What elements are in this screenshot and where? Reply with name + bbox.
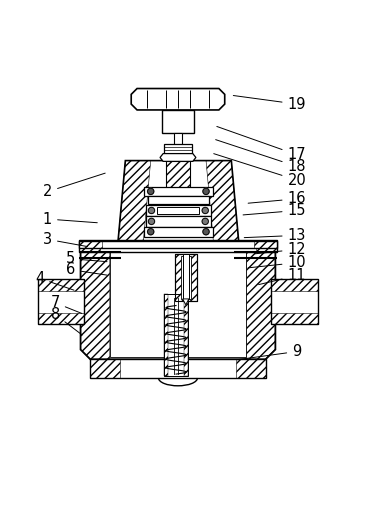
Circle shape [203, 188, 209, 195]
Circle shape [202, 218, 208, 224]
Bar [183, 254, 189, 299]
Text: 8: 8 [50, 307, 82, 335]
Bar [164, 294, 168, 376]
Text: 16: 16 [248, 191, 306, 206]
Text: 12: 12 [255, 242, 306, 257]
Text: 20: 20 [214, 154, 306, 188]
Text: 7: 7 [50, 295, 82, 313]
Bar [38, 280, 84, 324]
Text: 17: 17 [217, 126, 306, 162]
Bar [166, 160, 190, 188]
Text: 6: 6 [66, 262, 107, 277]
Bar [38, 280, 84, 291]
Bar [271, 313, 318, 324]
Bar [90, 359, 265, 378]
Text: 15: 15 [243, 203, 306, 218]
Circle shape [148, 207, 154, 214]
Bar [157, 207, 199, 214]
Polygon shape [183, 299, 189, 305]
Bar [164, 294, 188, 376]
Text: 2: 2 [43, 173, 105, 199]
Text: 1: 1 [43, 212, 97, 227]
Bar [175, 254, 197, 301]
Bar [254, 241, 277, 248]
Bar [166, 160, 190, 188]
Bar [145, 205, 211, 216]
Text: 3: 3 [43, 232, 88, 247]
Bar [147, 196, 209, 204]
Text: 5: 5 [66, 251, 107, 266]
Circle shape [147, 229, 154, 235]
Text: 18: 18 [216, 140, 306, 174]
Text: 9: 9 [237, 344, 301, 360]
Bar [79, 241, 102, 248]
Bar [256, 240, 277, 252]
Circle shape [147, 188, 154, 195]
Polygon shape [160, 154, 196, 162]
Polygon shape [81, 243, 275, 359]
Bar [110, 245, 246, 358]
Bar [271, 280, 318, 291]
Text: 10: 10 [248, 255, 306, 270]
Bar [174, 133, 182, 145]
Bar [162, 110, 194, 133]
Polygon shape [131, 89, 225, 110]
Circle shape [203, 229, 209, 235]
Bar [143, 187, 213, 196]
Polygon shape [118, 160, 239, 246]
Bar [271, 280, 318, 324]
Bar [79, 241, 277, 248]
Text: 19: 19 [233, 95, 306, 111]
Text: 13: 13 [244, 228, 306, 243]
Bar [143, 227, 213, 236]
Bar [175, 254, 197, 301]
Circle shape [148, 218, 154, 224]
Text: 4: 4 [35, 271, 74, 290]
Bar [79, 240, 100, 252]
Bar [79, 240, 277, 252]
Text: 11: 11 [258, 268, 306, 285]
Bar [38, 313, 84, 324]
Circle shape [202, 207, 208, 214]
Bar [164, 144, 192, 154]
Bar [145, 216, 211, 227]
Bar [184, 294, 188, 376]
Bar [181, 256, 191, 299]
